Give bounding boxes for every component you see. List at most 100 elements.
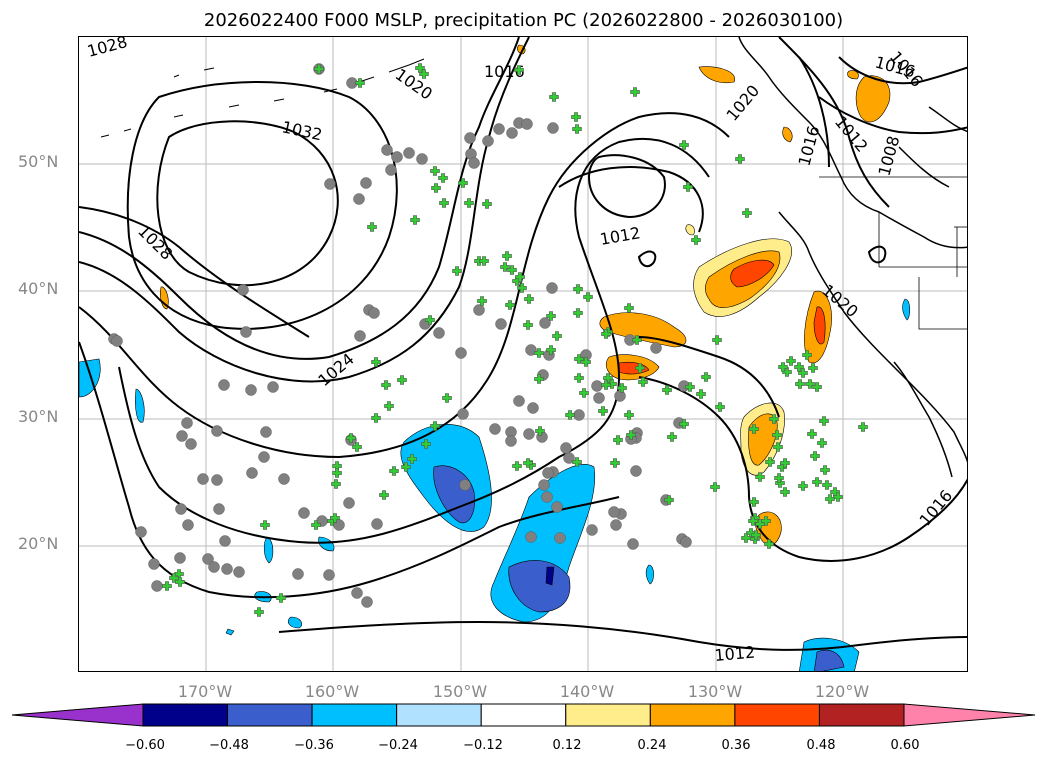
contour-label: 1008 bbox=[875, 134, 904, 178]
station-plus-marker bbox=[254, 607, 264, 617]
station-plus-marker bbox=[701, 372, 711, 382]
station-plus-marker bbox=[534, 374, 544, 384]
station-ring-marker bbox=[527, 402, 539, 414]
station-plus-marker bbox=[367, 222, 377, 232]
station-plus-marker bbox=[712, 335, 722, 345]
station-plus-marker bbox=[430, 421, 440, 431]
station-plus-marker bbox=[691, 235, 701, 245]
station-plus-marker bbox=[574, 354, 584, 364]
station-plus-marker bbox=[175, 577, 185, 587]
station-ring-marker bbox=[523, 428, 535, 440]
colorbar-bin bbox=[649, 703, 736, 727]
station-ring-marker bbox=[560, 442, 572, 454]
contour-label: 1016 bbox=[484, 62, 525, 81]
station-plus-marker bbox=[808, 363, 818, 373]
station-ring-marker bbox=[218, 379, 230, 391]
lat-label: 30°N bbox=[18, 407, 59, 426]
station-plus-marker bbox=[482, 199, 492, 209]
station-plus-marker bbox=[546, 345, 556, 355]
lat-label: 40°N bbox=[18, 279, 59, 298]
station-plus-marker bbox=[819, 416, 829, 426]
station-ring-marker bbox=[151, 580, 163, 592]
station-plus-marker bbox=[401, 462, 411, 472]
station-plus-marker bbox=[810, 451, 820, 461]
colorbar-tick: −0.12 bbox=[463, 738, 503, 753]
station-plus-marker bbox=[330, 513, 340, 523]
station-ring-marker bbox=[680, 536, 692, 548]
station-ring-marker bbox=[513, 395, 525, 407]
negative-anomaly-shading bbox=[79, 298, 911, 671]
station-ring-marker bbox=[539, 317, 551, 329]
station-plus-marker bbox=[683, 182, 693, 192]
station-plus-marker bbox=[574, 373, 584, 383]
station-ring-marker bbox=[586, 524, 598, 536]
political-boundaries bbox=[819, 176, 967, 330]
station-plus-marker bbox=[775, 478, 785, 488]
positive-anomaly-shading bbox=[160, 44, 891, 546]
station-plus-marker bbox=[833, 492, 843, 502]
station-ring-marker bbox=[368, 307, 380, 319]
station-plus-marker bbox=[502, 251, 512, 261]
station-plus-marker bbox=[572, 124, 582, 134]
contour-label: 1012 bbox=[598, 223, 641, 249]
station-plus-marker bbox=[371, 357, 381, 367]
station-plus-marker bbox=[765, 457, 775, 467]
station-ring-marker bbox=[343, 497, 355, 509]
station-ring-marker bbox=[610, 519, 622, 531]
station-plus-marker bbox=[807, 429, 817, 439]
station-plus-marker bbox=[549, 92, 559, 102]
station-plus-marker bbox=[431, 183, 441, 193]
map-panel: 1028 1020 1016 1032 1028 1024 1012 1020 … bbox=[78, 36, 968, 672]
station-ring-marker bbox=[135, 526, 147, 538]
station-plus-marker bbox=[825, 494, 835, 504]
station-plus-marker bbox=[858, 422, 868, 432]
station-plus-marker bbox=[505, 300, 515, 310]
station-plus-marker bbox=[581, 357, 591, 367]
station-plus-marker bbox=[389, 466, 399, 476]
station-plus-marker bbox=[805, 379, 815, 389]
station-ring-marker bbox=[354, 330, 366, 342]
station-plus-marker bbox=[624, 410, 634, 420]
station-plus-marker bbox=[638, 377, 648, 387]
station-ring-marker bbox=[608, 506, 620, 518]
station-ring-marker bbox=[650, 342, 662, 354]
station-ring-marker bbox=[175, 503, 187, 515]
station-ring-marker bbox=[614, 390, 626, 402]
station-ring-marker bbox=[403, 147, 415, 159]
station-ring-marker bbox=[292, 568, 304, 580]
station-ring-marker bbox=[493, 123, 505, 135]
lon-label: 170°W bbox=[177, 682, 233, 701]
station-ring-marker bbox=[208, 561, 220, 573]
station-ring-marker bbox=[521, 118, 533, 130]
station-ring-marker bbox=[381, 144, 393, 156]
station-plus-marker bbox=[795, 379, 805, 389]
colorbar-tick: 0.48 bbox=[806, 738, 836, 753]
station-ring-marker bbox=[385, 164, 397, 176]
station-ring-marker bbox=[468, 157, 480, 169]
station-plus-marker bbox=[748, 516, 758, 526]
station-ring-marker bbox=[324, 178, 336, 190]
station-ring-marker bbox=[213, 503, 225, 515]
station-ring-marker bbox=[185, 438, 197, 450]
station-ring-marker bbox=[551, 501, 563, 513]
station-plus-marker bbox=[632, 335, 642, 345]
station-plus-marker bbox=[477, 296, 487, 306]
station-plus-marker bbox=[534, 348, 544, 358]
station-ring-marker bbox=[554, 532, 566, 544]
station-plus-marker bbox=[260, 520, 270, 530]
station-plus-marker bbox=[786, 356, 796, 366]
station-plus-marker bbox=[679, 140, 689, 150]
station-ring-marker bbox=[323, 569, 335, 581]
station-plus-marker bbox=[685, 382, 695, 392]
station-plus-marker bbox=[571, 112, 581, 122]
contour-label: 1028 bbox=[85, 37, 129, 61]
mslp-isobars bbox=[79, 37, 967, 651]
station-plus-marker bbox=[500, 262, 510, 272]
station-ring-marker bbox=[211, 474, 223, 486]
station-ring-marker bbox=[457, 408, 469, 420]
station-plus-marker bbox=[802, 350, 812, 360]
station-plus-marker bbox=[407, 454, 417, 464]
station-plus-marker bbox=[780, 458, 790, 468]
station-ring-marker bbox=[202, 553, 214, 565]
station-plus-marker bbox=[552, 331, 562, 341]
